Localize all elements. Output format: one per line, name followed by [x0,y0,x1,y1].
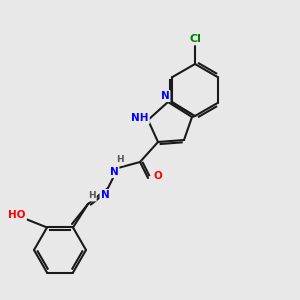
Text: N: N [160,91,169,101]
Text: H: H [116,155,124,164]
Text: NH: NH [131,113,149,123]
Text: N: N [110,167,118,177]
Text: Cl: Cl [189,34,201,44]
Text: H: H [88,191,96,200]
Text: HO: HO [8,211,26,220]
Text: O: O [154,171,162,181]
Text: N: N [100,190,109,200]
